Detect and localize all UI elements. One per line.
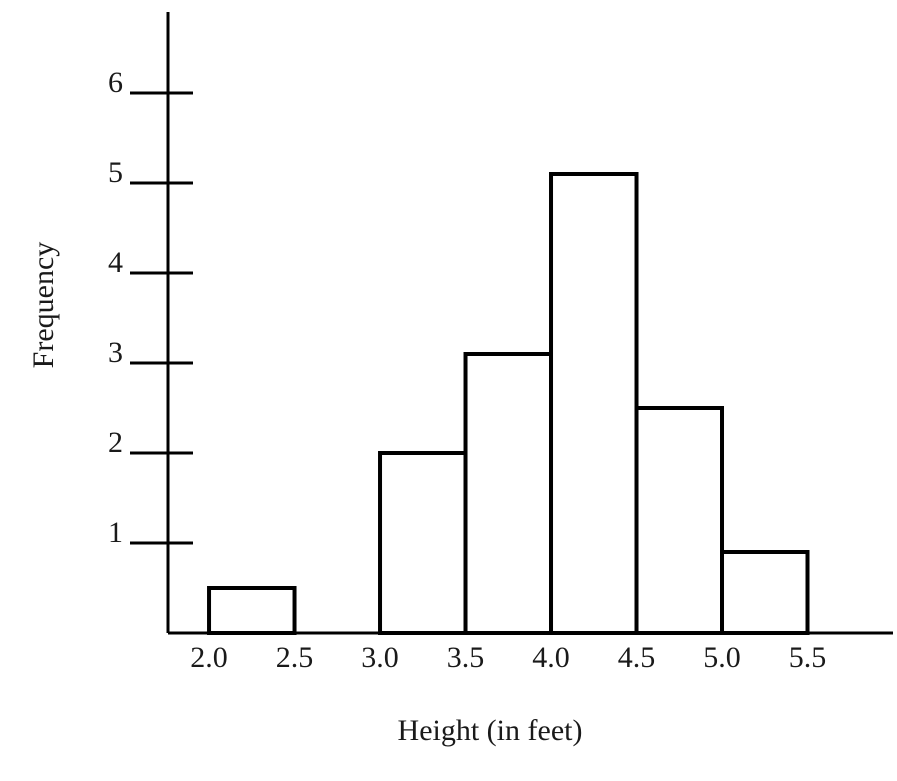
x-tick-label: 3.5 xyxy=(447,641,485,674)
bar xyxy=(207,586,297,635)
x-tick-label: 2.0 xyxy=(190,641,228,674)
x-tick-label: 2.5 xyxy=(276,641,314,674)
x-axis-label: Height (in feet) xyxy=(398,714,583,747)
y-tick-label: 5 xyxy=(108,156,123,189)
x-tick-label: 5.0 xyxy=(703,641,741,674)
y-axis-label: Frequency xyxy=(27,242,60,369)
bar xyxy=(634,406,725,635)
bar xyxy=(378,451,468,635)
bar xyxy=(463,352,554,635)
y-tick-label: 3 xyxy=(108,336,123,369)
y-tick-label: 1 xyxy=(108,516,123,549)
y-tick-label: 6 xyxy=(108,66,123,99)
y-tick-label: 2 xyxy=(108,426,123,459)
x-tick-label: 5.5 xyxy=(789,641,827,674)
bar xyxy=(720,550,810,635)
bar xyxy=(549,172,639,635)
x-tick-label: 3.0 xyxy=(361,641,399,674)
x-tick-label: 4.0 xyxy=(532,641,570,674)
x-tick-label: 4.5 xyxy=(618,641,656,674)
y-tick-label: 4 xyxy=(108,246,123,279)
